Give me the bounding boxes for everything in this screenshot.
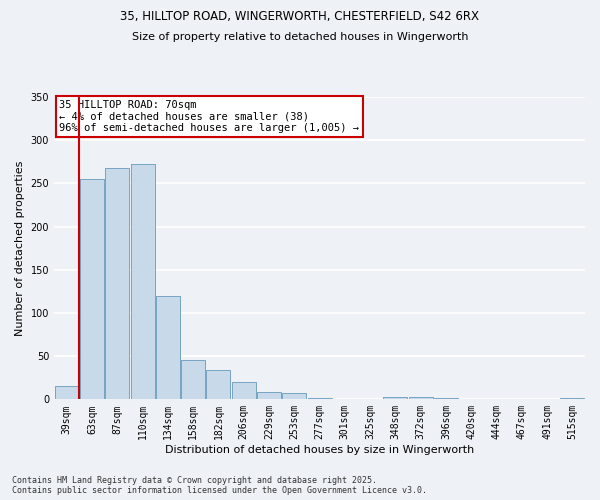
Text: Size of property relative to detached houses in Wingerworth: Size of property relative to detached ho… [132,32,468,42]
Bar [560,398,584,400]
Bar [206,370,230,400]
Bar [282,394,306,400]
Text: 35 HILLTOP ROAD: 70sqm
← 4% of detached houses are smaller (38)
96% of semi-deta: 35 HILLTOP ROAD: 70sqm ← 4% of detached … [59,100,359,133]
Bar [232,382,256,400]
Bar [80,179,104,400]
Bar [131,164,155,400]
Text: 35, HILLTOP ROAD, WINGERWORTH, CHESTERFIELD, S42 6RX: 35, HILLTOP ROAD, WINGERWORTH, CHESTERFI… [121,10,479,23]
Bar [308,398,332,400]
X-axis label: Distribution of detached houses by size in Wingerworth: Distribution of detached houses by size … [165,445,474,455]
Bar [55,386,79,400]
Bar [383,396,407,400]
Bar [105,168,129,400]
Bar [434,398,458,400]
Bar [257,392,281,400]
Bar [181,360,205,400]
Bar [156,296,180,400]
Bar [409,396,433,400]
Y-axis label: Number of detached properties: Number of detached properties [15,160,25,336]
Text: Contains HM Land Registry data © Crown copyright and database right 2025.
Contai: Contains HM Land Registry data © Crown c… [12,476,427,495]
